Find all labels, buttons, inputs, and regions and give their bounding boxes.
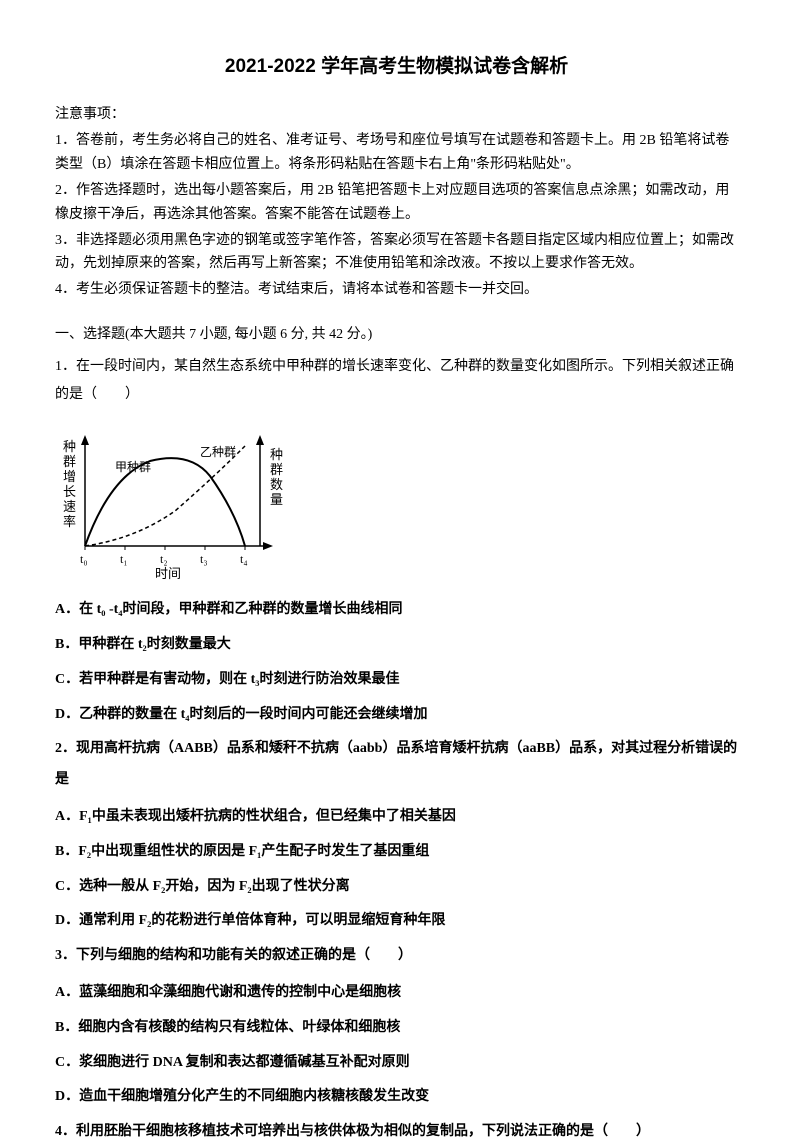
notice-item-4: 4．考生必须保证答题卡的整洁。考试结束后，请将本试卷和答题卡一并交回。 (55, 278, 738, 302)
svg-text:t₁: t₁ (120, 552, 128, 566)
notice-item-1: 1．答卷前，考生务必将自己的姓名、准考证号、考场号和座位号填写在试题卷和答题卡上… (55, 129, 738, 177)
section-header: 一、选择题(本大题共 7 小题, 每小题 6 分, 共 42 分。) (55, 322, 738, 347)
svg-text:增: 增 (63, 469, 76, 484)
q3-option-d: D．造血干细胞增殖分化产生的不同细胞内核糖核酸发生改变 (55, 1082, 738, 1113)
q1-option-b: B．甲种群在 t₂时刻数量最大 (55, 630, 738, 661)
q3-option-c: C．浆细胞进行 DNA 复制和表达都遵循碱基互补配对原则 (55, 1048, 738, 1079)
q2-stem: 2．现用高杆抗病（AABB）品系和矮秆不抗病（aabb）品系培育矮杆抗病（aaB… (55, 734, 738, 796)
notice-header: 注意事项： (55, 102, 738, 127)
q3-option-a: A．蓝藻细胞和伞藻细胞代谢和遗传的控制中心是细胞核 (55, 978, 738, 1009)
svg-text:速: 速 (63, 499, 76, 514)
svg-text:时间: 时间 (155, 566, 181, 581)
q2-option-c: C．选种一般从 F₂开始，因为 F₂出现了性状分离 (55, 872, 738, 903)
svg-text:乙种群: 乙种群 (200, 445, 236, 459)
page-title: 2021-2022 学年高考生物模拟试卷含解析 (55, 50, 738, 84)
svg-text:数: 数 (270, 477, 283, 492)
q1-option-a: A．在 t₀ -t₄时间段，甲种群和乙种群的数量增长曲线相同 (55, 595, 738, 626)
svg-text:t₀: t₀ (80, 552, 88, 566)
svg-text:种: 种 (270, 447, 283, 462)
q1-stem: 1．在一段时间内，某自然生态系统中甲种群的增长速率变化、乙种群的数量变化如图所示… (55, 353, 738, 409)
q1-option-c: C．若甲种群是有害动物，则在 t₃时刻进行防治效果最佳 (55, 665, 738, 696)
svg-text:率: 率 (63, 514, 76, 529)
notice-item-2: 2．作答选择题时，选出每小题答案后，用 2B 铅笔把答题卡上对应题目选项的答案信… (55, 179, 738, 227)
svg-text:t₂: t₂ (160, 552, 168, 566)
svg-text:种: 种 (63, 439, 76, 454)
svg-text:量: 量 (270, 492, 283, 507)
svg-text:t₄: t₄ (240, 552, 248, 566)
q2-option-d: D．通常利用 F₂的花粉进行单倍体育种，可以明显缩短育种年限 (55, 906, 738, 937)
svg-text:群: 群 (63, 454, 76, 469)
q2-option-b: B．F₂中出现重组性状的原因是 F₁产生配子时发生了基因重组 (55, 837, 738, 868)
notice-item-3: 3．非选择题必须用黑色字迹的钢笔或签字笔作答，答案必须写在答题卡各题目指定区域内… (55, 229, 738, 277)
svg-text:群: 群 (270, 462, 283, 477)
q3-stem: 3．下列与细胞的结构和功能有关的叙述正确的是（ ） (55, 941, 738, 972)
population-chart: 种 群 增 长 速 率 种 群 数 量 t₀ t₁ t₂ t₃ t₄ 时间 甲种… (55, 421, 290, 581)
svg-text:甲种群: 甲种群 (115, 460, 151, 474)
q1-option-d: D．乙种群的数量在 t₄时刻后的一段时间内可能还会继续增加 (55, 700, 738, 731)
q2-option-a: A．F₁中虽未表现出矮杆抗病的性状组合，但已经集中了相关基因 (55, 802, 738, 833)
q3-option-b: B．细胞内含有核酸的结构只有线粒体、叶绿体和细胞核 (55, 1013, 738, 1044)
svg-text:长: 长 (63, 484, 76, 499)
svg-text:t₃: t₃ (200, 552, 208, 566)
